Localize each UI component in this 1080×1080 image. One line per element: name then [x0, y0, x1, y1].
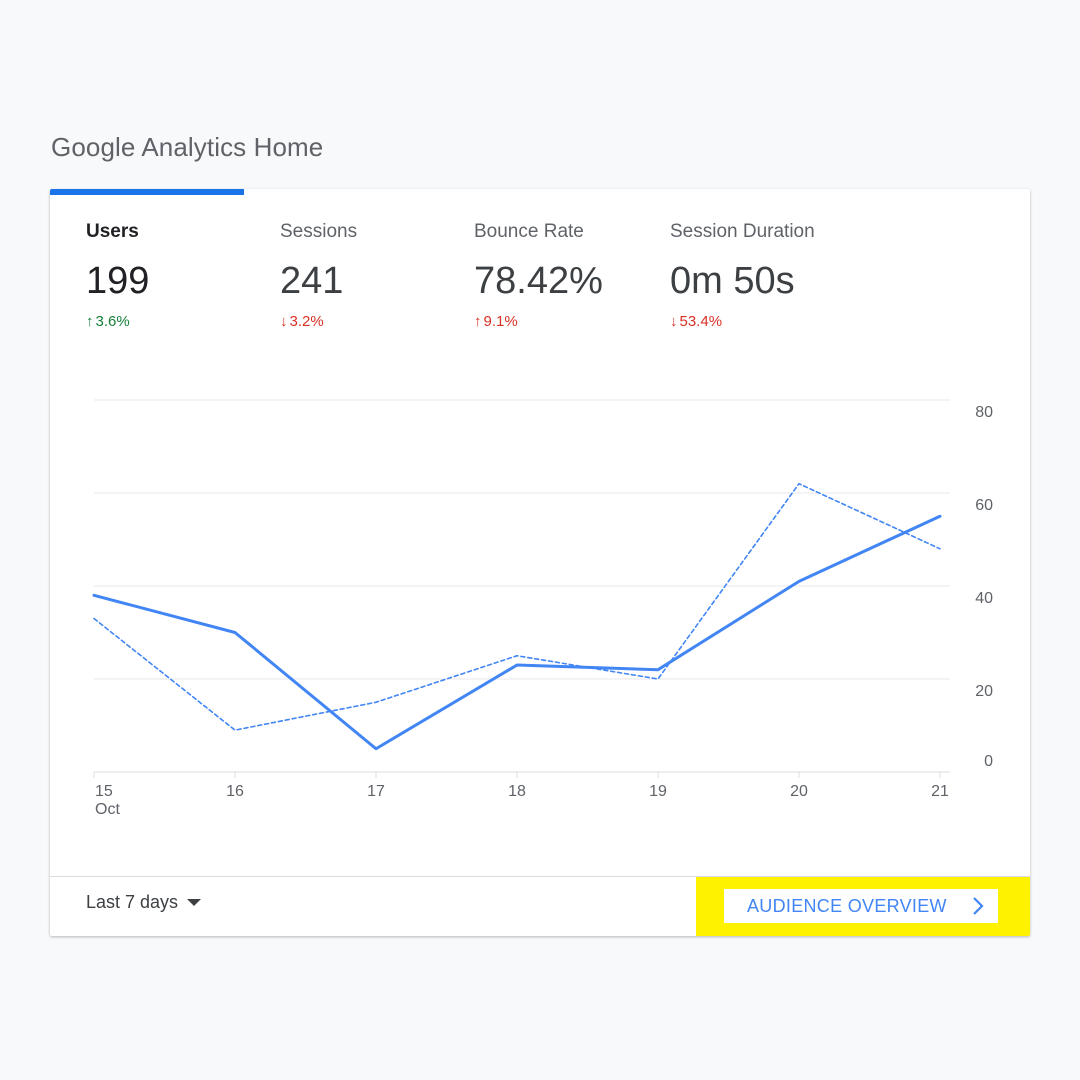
metric-label: Sessions	[280, 221, 358, 242]
y-tick-label: 20	[975, 683, 993, 700]
y-tick-label: 80	[975, 404, 993, 421]
y-tick-label: 0	[984, 753, 993, 770]
metric-change-value: 3.6%	[95, 313, 130, 330]
arrow-up-icon: ↑	[86, 313, 94, 330]
metric-change-value: 3.2%	[289, 313, 324, 330]
x-tick-label: 15	[95, 783, 113, 800]
line-chart: 0 20 40 60 80 15 16 17 18 19 20 21 Oct	[92, 399, 993, 818]
date-range-label: Last 7 days	[86, 892, 179, 912]
y-tick-label: 40	[975, 590, 993, 607]
audience-overview-button[interactable]: AUDIENCE OVERVIEW	[724, 889, 998, 923]
metric-change: ↓ 53.4%	[670, 313, 860, 330]
x-tick-label: 18	[508, 783, 526, 800]
active-tab-indicator	[50, 189, 244, 195]
y-tick-label: 60	[975, 497, 993, 514]
x-tick-label: 20	[790, 783, 808, 800]
page-title: Google Analytics Home	[51, 132, 324, 162]
caret-down-icon	[187, 899, 202, 906]
metric-tab-bounce-rate[interactable]: Bounce Rate 78.42% ↑ 9.1%	[474, 221, 664, 330]
x-tick-label: 19	[649, 783, 667, 800]
arrow-down-icon: ↓	[670, 313, 678, 330]
metric-tab-session-duration[interactable]: Session Duration 0m 50s ↓ 53.4%	[670, 221, 860, 330]
metric-change: ↑ 9.1%	[474, 313, 664, 330]
metric-value: 0m 50s	[670, 260, 795, 302]
metric-label: Bounce Rate	[474, 221, 584, 242]
footer-divider	[50, 876, 1030, 877]
metric-value: 78.42%	[474, 260, 603, 302]
metric-change-value: 53.4%	[679, 313, 723, 330]
x-tick-label: 21	[931, 783, 949, 800]
metric-value: 241	[280, 260, 344, 302]
metric-change: ↑ 3.6%	[86, 313, 276, 330]
audience-overview-label: AUDIENCE OVERVIEW	[747, 895, 947, 916]
arrow-up-icon: ↑	[474, 313, 482, 330]
metric-tab-users[interactable]: Users 199 ↑ 3.6%	[86, 221, 276, 330]
series-line-current	[92, 514, 942, 751]
series-line-previous	[93, 482, 941, 731]
x-tick-label: 17	[367, 783, 385, 800]
arrow-down-icon: ↓	[280, 313, 288, 330]
metric-change: ↓ 3.2%	[280, 313, 470, 330]
metric-change-value: 9.1%	[483, 313, 518, 330]
chevron-right-icon	[973, 897, 984, 915]
metric-label: Session Duration	[670, 221, 815, 242]
date-range-dropdown[interactable]: Last 7 days	[86, 892, 202, 913]
x-tick-label: 16	[226, 783, 244, 800]
x-tick-sublabel: Oct	[95, 801, 120, 818]
analytics-card: Users 199 ↑ 3.6% Sessions 241 ↓ 3.2% Bou…	[50, 189, 1030, 936]
metric-value: 199	[86, 260, 150, 302]
metric-label: Users	[86, 221, 139, 242]
metric-tab-sessions[interactable]: Sessions 241 ↓ 3.2%	[280, 221, 470, 330]
